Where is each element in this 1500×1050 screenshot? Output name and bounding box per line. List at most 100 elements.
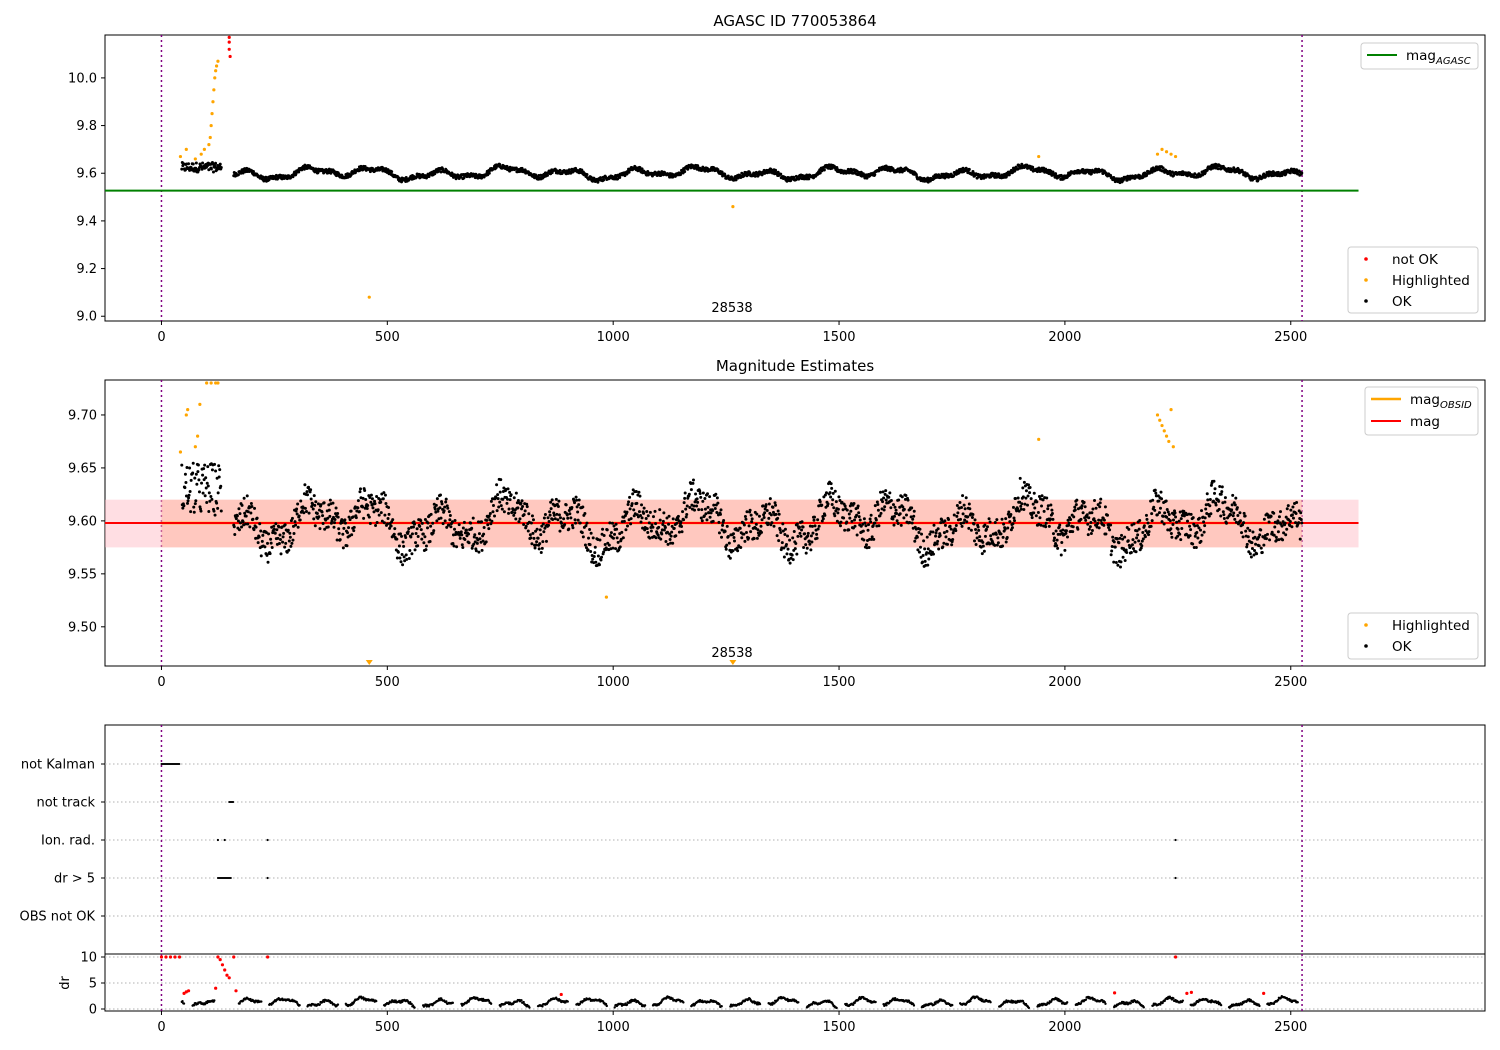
ok-point: [647, 521, 651, 525]
ok-point: [1022, 480, 1026, 484]
ok-point: [218, 162, 222, 166]
ok-point: [1154, 491, 1158, 495]
ok-point: [303, 483, 307, 487]
ok-point: [396, 550, 400, 554]
ok-point: [956, 511, 960, 515]
ok-point: [658, 508, 662, 512]
ok-point: [1298, 537, 1302, 541]
ok-point: [268, 552, 272, 556]
ok-point: [548, 510, 552, 514]
ok-point: [556, 505, 560, 509]
ok-point: [389, 524, 393, 528]
ok-point: [378, 498, 382, 502]
ok-point: [558, 529, 562, 533]
ok-point: [207, 168, 211, 172]
ok-point: [1103, 505, 1107, 509]
ok-point: [393, 527, 397, 531]
ok-point: [1089, 521, 1093, 525]
ok-point: [244, 514, 248, 518]
highlighted-point: [216, 381, 220, 385]
ok-point: [270, 545, 274, 549]
ok-point: [621, 536, 625, 540]
ok-point: [219, 484, 223, 488]
ok-point: [207, 510, 211, 514]
ok-point: [307, 511, 311, 515]
highlighted-point: [1155, 152, 1160, 156]
ok-point: [1055, 538, 1059, 542]
ok-point: [931, 552, 935, 556]
x-tick-label: 1500: [822, 330, 855, 345]
flag-point: [1174, 838, 1177, 842]
ok-point: [333, 521, 337, 525]
ok-point: [1018, 476, 1022, 480]
ok-point: [884, 489, 888, 493]
ok-point: [302, 511, 306, 515]
highlighted-point: [186, 408, 190, 412]
ok-point: [1276, 530, 1280, 534]
ok-point: [773, 501, 777, 505]
ok-point: [1124, 548, 1128, 552]
ok-point: [642, 511, 646, 515]
ok-point: [264, 175, 268, 179]
ok-point: [1185, 519, 1189, 523]
ok-point: [349, 173, 353, 177]
ok-point: [478, 537, 482, 541]
ok-point: [440, 502, 444, 506]
x-tick-label: 1500: [822, 1020, 855, 1035]
ok-point: [1076, 527, 1080, 531]
ok-point: [843, 504, 847, 508]
y-tick-label: 9.0: [76, 310, 97, 325]
ok-point: [963, 507, 967, 511]
ok-point: [816, 527, 820, 531]
ok-point: [700, 508, 704, 512]
ok-point: [1039, 523, 1043, 527]
ok-point: [831, 491, 835, 495]
ok-point: [731, 532, 735, 536]
ok-point: [645, 510, 649, 514]
ok-point: [1220, 490, 1224, 494]
ok-point: [904, 513, 908, 517]
ok-point: [1014, 496, 1018, 500]
ok-point: [1236, 513, 1240, 517]
highlighted-point: [1164, 150, 1169, 154]
ok-point: [1142, 524, 1146, 528]
ok-point: [341, 532, 345, 536]
ok-point: [921, 554, 925, 558]
highlighted-point: [208, 135, 212, 140]
ok-point: [1052, 539, 1056, 543]
ok-point: [1208, 504, 1212, 508]
ok-point: [261, 533, 265, 537]
flag-point: [232, 801, 235, 803]
highlighted-point: [367, 295, 371, 299]
ok-point: [255, 516, 259, 520]
ok-point: [989, 534, 993, 538]
highlighted-point: [731, 205, 735, 209]
ok-point: [891, 503, 895, 507]
ok-point: [383, 493, 387, 497]
ok-point: [1193, 172, 1197, 176]
ok-point: [734, 178, 738, 182]
ok-point: [1053, 536, 1057, 540]
ok-point: [1159, 490, 1163, 494]
ok-point: [1083, 505, 1087, 509]
ok-point: [899, 523, 903, 527]
ok-point: [795, 552, 799, 556]
ok-point: [1222, 516, 1226, 520]
panel-1-title: AGASC ID 770053864: [713, 12, 876, 30]
ok-point: [983, 523, 987, 527]
ok-point: [1086, 533, 1090, 537]
ok-point: [726, 534, 730, 538]
ok-point: [275, 528, 279, 532]
ok-point: [1090, 511, 1094, 515]
ok-point: [1004, 540, 1008, 544]
dr-ok-point: [520, 999, 523, 1002]
ok-point: [1246, 526, 1250, 530]
ok-point: [1035, 500, 1039, 504]
ok-point: [544, 539, 548, 543]
highlighted-point: [207, 143, 211, 147]
ok-point: [1249, 555, 1253, 559]
ok-point: [1011, 522, 1015, 526]
ok-point: [499, 478, 503, 482]
ok-point: [495, 483, 499, 487]
ok-point: [906, 498, 910, 502]
